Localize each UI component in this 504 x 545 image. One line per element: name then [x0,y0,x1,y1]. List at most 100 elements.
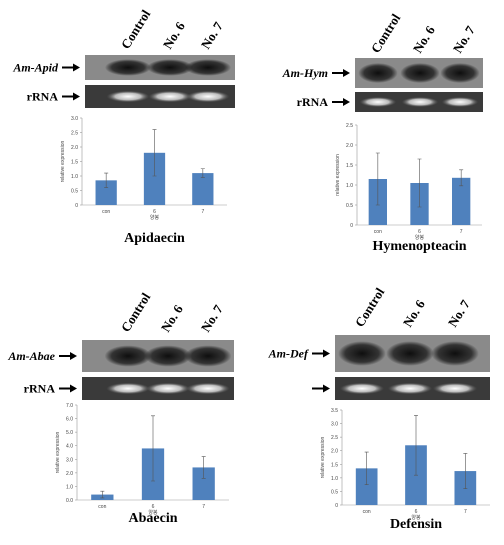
lane-label: No. 7 [445,297,473,330]
lane-label: Control [352,285,388,330]
bar [452,177,471,225]
y-tick-label: 2.0 [71,145,78,151]
rrna-band [148,90,192,103]
bar [355,468,378,505]
error-bar [364,451,369,485]
y-tick-label: 2.5 [71,131,78,137]
x-tick-label: con [363,509,371,515]
y-tick-label: 3.0 [331,422,338,428]
error-bar [463,453,468,490]
y-tick-label: 1.0 [66,484,73,490]
lane-label: Control [118,290,154,335]
arrow-head [73,63,80,72]
gene-label: Am-Hym [282,66,328,80]
x-tick-label: 7 [201,209,204,215]
x-tick-label: 7 [464,509,467,515]
y-tick-label: 2.0 [66,471,73,477]
gel-band [440,63,480,83]
rrna-band [106,90,150,103]
bar [192,173,214,205]
chart-title: Hymenopteacin [372,239,466,254]
error-bar [375,152,380,206]
y-tick-label: 0.0 [66,498,73,504]
error-bar [414,415,418,476]
y-tick-label: 3.5 [331,408,338,414]
lane-label: No. 7 [198,19,226,52]
gel-band [104,59,152,76]
arrow-head [323,384,330,393]
chart-title: Defensin [390,517,442,532]
x-tick-label: 6 [418,229,421,235]
y-tick-label: 2.5 [331,435,338,441]
lane-label: No. 7 [450,23,478,56]
lane-label: No. 6 [158,302,186,335]
x-tick-label: 7 [202,504,205,510]
y-tick-label: 6.0 [66,417,73,423]
gel-band [400,63,440,83]
error-bar [151,415,155,482]
y-tick-label: 2.5 [346,123,353,129]
y-axis-label: relative expression [320,436,326,478]
gel-band [146,59,194,76]
gel-band [184,345,232,367]
gel-band [431,341,479,366]
gel-band [338,341,386,366]
gene-label: Am-Apid [12,61,59,75]
bar [192,467,215,500]
x-tick-label: 6 [153,209,156,215]
error-bar [459,169,464,187]
lane-label: No. 7 [198,302,226,335]
y-tick-label: 3.0 [71,116,78,122]
x-tick-label: con [98,504,106,510]
gel-band [358,63,398,83]
y-tick-label: 3.0 [66,457,73,463]
y-tick-label: 4.0 [66,444,73,450]
chart-title: Abaecin [129,511,178,526]
rrna-band [387,382,433,395]
gene-label: Am-Abae [7,349,55,363]
error-bar [152,129,157,177]
rrna-band [401,97,439,107]
bar [95,180,117,205]
rrna-band [146,382,190,395]
arrow-head [343,69,350,77]
y-tick-label: 1.0 [71,174,78,180]
y-tick-label: 0.5 [71,189,78,195]
error-bar [100,490,105,499]
y-tick-label: 2.0 [346,143,353,149]
x-tick-label: 6 [415,509,418,515]
lane-label: No. 6 [160,19,188,52]
bar [143,152,166,205]
error-bar [200,168,205,178]
error-bar [104,172,109,188]
reference-label: rRNA [27,90,59,104]
y-tick-label: 2.0 [331,449,338,455]
x-tick-label: 6 [152,504,155,510]
x-tick-label: 7 [460,229,463,235]
rrna-band [432,382,478,395]
reference-label: rRNA [297,95,329,109]
x-tick-label: con [374,229,382,235]
arrow-head [323,349,330,358]
x-axis-label: 양봉 [411,514,421,521]
chart-title: Apidaecin [124,231,185,246]
rrna-band [359,97,397,107]
arrow-head [70,384,77,393]
y-tick-label: 1.5 [331,462,338,468]
x-axis-label: 양봉 [415,234,425,241]
y-tick-label: 5.0 [66,430,73,436]
y-axis-label: relative expression [335,154,341,196]
y-axis-label: relative expression [55,431,61,473]
gel-band [144,345,192,367]
rrna-band [186,90,230,103]
arrow-head [70,352,77,360]
rrna-band [186,382,230,395]
gel-band [184,59,232,76]
error-bar [201,456,206,479]
y-tick-label: 0 [75,203,78,209]
gene-label: Am-Def [268,347,309,361]
x-tick-label: con [102,209,110,215]
rrna-band [106,382,150,395]
y-tick-label: 0 [335,503,338,509]
